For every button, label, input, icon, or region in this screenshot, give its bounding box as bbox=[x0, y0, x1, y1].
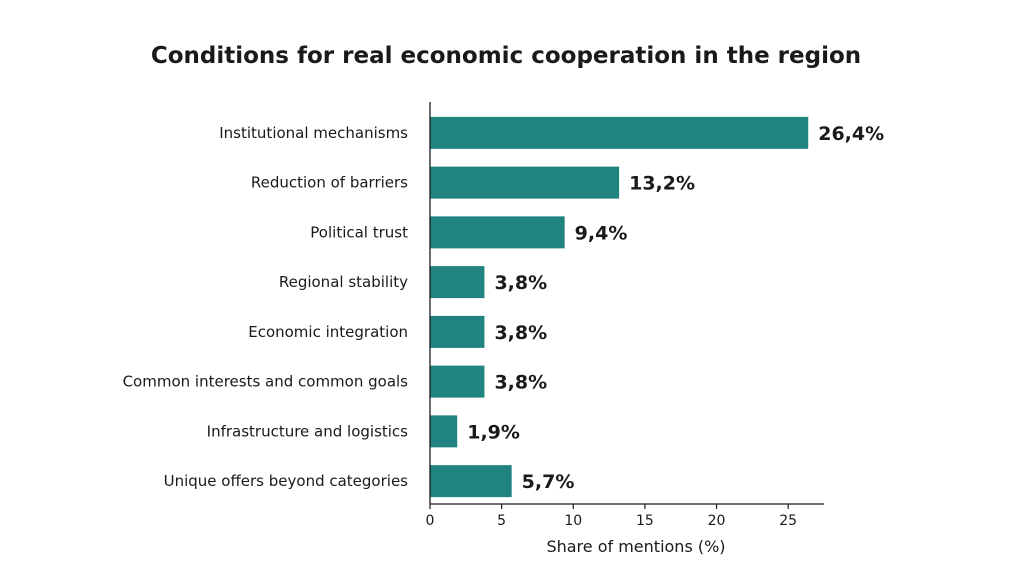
bar-4 bbox=[430, 315, 485, 348]
category-label-2: Political trust bbox=[310, 223, 408, 241]
x-tick-label-0: 0 bbox=[426, 513, 435, 529]
value-label-4: 3,8% bbox=[494, 322, 547, 344]
category-label-1: Reduction of barriers bbox=[251, 174, 408, 192]
x-ticks-group: 0 5 10 15 20 25 bbox=[426, 504, 797, 529]
category-label-5: Common interests and common goals bbox=[123, 373, 409, 391]
value-labels-group: 26,4% 13,2% 9,4% 3,8% 3,8% 3,8% 1,9% 5,7% bbox=[467, 123, 884, 493]
value-label-6: 1,9% bbox=[467, 421, 520, 443]
bar-2 bbox=[430, 216, 565, 249]
bar-6 bbox=[430, 415, 458, 448]
x-tick-label-4: 20 bbox=[708, 513, 726, 529]
value-label-0: 26,4% bbox=[818, 123, 884, 145]
value-label-3: 3,8% bbox=[494, 272, 547, 294]
x-axis-label: Share of mentions (%) bbox=[546, 537, 725, 556]
value-label-2: 9,4% bbox=[575, 222, 628, 244]
bar-5 bbox=[430, 365, 485, 398]
category-labels-group: Institutional mechanisms Reduction of bar… bbox=[123, 124, 409, 490]
category-label-7: Unique offers beyond categories bbox=[164, 472, 409, 490]
bar-3 bbox=[430, 266, 485, 299]
bar-1 bbox=[430, 166, 620, 199]
category-label-3: Regional stability bbox=[279, 273, 408, 291]
bar-7 bbox=[430, 465, 512, 498]
x-tick-label-2: 10 bbox=[564, 513, 582, 529]
category-label-4: Economic integration bbox=[248, 323, 408, 341]
x-tick-label-1: 5 bbox=[497, 513, 506, 529]
x-tick-label-3: 15 bbox=[636, 513, 654, 529]
value-label-1: 13,2% bbox=[629, 173, 695, 195]
category-label-6: Infrastructure and logistics bbox=[207, 422, 409, 440]
chart-title: Conditions for real economic cooperation… bbox=[151, 43, 861, 69]
value-label-5: 3,8% bbox=[494, 372, 547, 394]
value-label-7: 5,7% bbox=[522, 471, 575, 493]
category-label-0: Institutional mechanisms bbox=[219, 124, 408, 142]
bar-0 bbox=[430, 116, 809, 149]
x-tick-label-5: 25 bbox=[779, 513, 797, 529]
bars-group bbox=[430, 116, 809, 498]
